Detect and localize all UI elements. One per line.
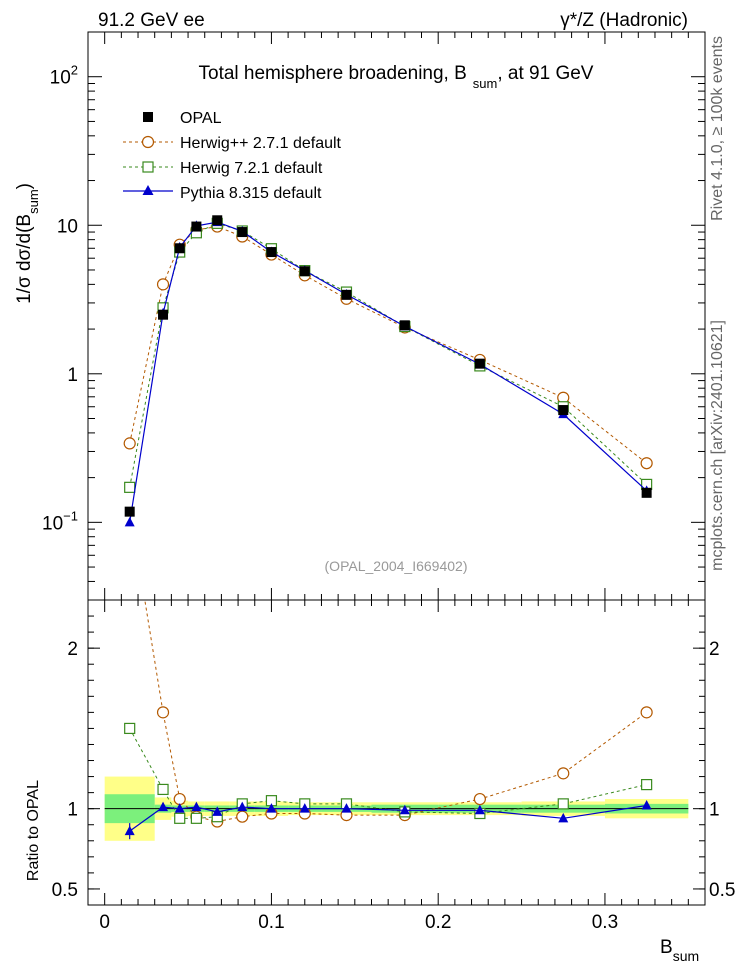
main-y-tick-exponent: 2 bbox=[71, 63, 78, 78]
main-point-herwig-2-7-1-default bbox=[123, 437, 136, 450]
main-y-tick-label: 10−1 bbox=[42, 508, 78, 534]
ratio-point-pythia-8-315-default bbox=[266, 803, 277, 813]
main-y-tick-base: 10 bbox=[50, 68, 71, 89]
legend-entry-herwigpp: Herwig++ 2.7.1 default bbox=[123, 135, 342, 152]
ratio-point-pythia-8-315-default bbox=[474, 804, 485, 815]
main-point-opal bbox=[124, 506, 135, 517]
main-point-opal bbox=[641, 487, 652, 498]
legend-entry-pythia: Pythia 8.315 default bbox=[123, 185, 322, 202]
legend-marker-herwigpp bbox=[141, 135, 155, 149]
main-point-opal bbox=[158, 309, 169, 320]
analysis-tag: (OPAL_2004_I669402) bbox=[325, 558, 468, 574]
ratio-y-tick-label-right: 0.5 bbox=[709, 880, 735, 901]
main-point-opal bbox=[237, 227, 248, 238]
ratio-point-pythia-8-315-default bbox=[558, 812, 569, 823]
ratio-point-herwig-7-2-1-default bbox=[157, 783, 169, 796]
main-point-herwig-7-2-1-default bbox=[124, 481, 136, 493]
x-tick-label: 0.3 bbox=[592, 912, 618, 933]
header-process-label: γ*/Z (Hadronic) bbox=[560, 10, 688, 31]
main-point-opal bbox=[558, 405, 569, 416]
main-y-tick-exponent: −1 bbox=[63, 508, 78, 523]
main-y-tick-label: 1 bbox=[67, 365, 78, 386]
header-energy-label: 91.2 GeV ee bbox=[98, 10, 205, 31]
ratio-point-pythia-8-315-default bbox=[174, 803, 185, 813]
main-line-pythia-8-315-default bbox=[129, 221, 648, 523]
ratio-point-herwig-7-2-1-default bbox=[557, 798, 569, 810]
legend-marker-opal bbox=[143, 112, 153, 122]
main-line-herwig-2-7-1-default bbox=[129, 226, 647, 464]
ratio-point-herwig-2-7-1-default bbox=[156, 706, 170, 719]
ratio-point-pythia-8-315-default bbox=[212, 806, 223, 816]
legend-marker-pythia bbox=[142, 185, 154, 195]
main-y-tick-label: 102 bbox=[50, 63, 78, 89]
ratio-point-herwig-7-2-1-default bbox=[190, 812, 202, 824]
ratio-point-pythia-8-315-default bbox=[158, 801, 169, 812]
main-point-opal bbox=[174, 243, 185, 254]
main-point-herwig-2-7-1-default bbox=[156, 278, 170, 291]
ratio-point-herwig-7-2-1-default bbox=[124, 722, 136, 735]
legend-label-pythia: Pythia 8.315 default bbox=[180, 185, 322, 202]
ratio-point-herwig-2-7-1-default bbox=[473, 792, 486, 806]
main-point-opal bbox=[299, 266, 310, 277]
ratio-point-pythia-8-315-default bbox=[341, 803, 352, 813]
legend: OPAL Herwig++ 2.7.1 default Herwig 7.2.1… bbox=[123, 110, 342, 202]
x-tick-label: 0.1 bbox=[258, 912, 284, 933]
ratio-point-pythia-8-315-default bbox=[124, 825, 135, 836]
legend-entry-herwig7: Herwig 7.2.1 default bbox=[123, 160, 323, 177]
main-y-axis-label: 1/σ dσ/d(Bsum) bbox=[14, 183, 41, 304]
legend-label-herwig7: Herwig 7.2.1 default bbox=[180, 160, 323, 177]
ratio-point-pythia-8-315-default bbox=[237, 801, 248, 812]
legend-label-opal: OPAL bbox=[180, 110, 222, 127]
ratio-plot-frame bbox=[87, 599, 706, 906]
main-y-tick-label: 10 bbox=[57, 216, 78, 237]
ratio-point-pythia-8-315-default bbox=[399, 804, 410, 815]
main-plot-panel bbox=[123, 215, 653, 527]
ratio-plot-panel bbox=[104, 600, 689, 841]
main-point-opal bbox=[474, 358, 485, 369]
ratio-point-pythia-8-315-default bbox=[641, 799, 652, 810]
ratio-point-herwig-2-7-1-default bbox=[236, 810, 249, 823]
ratio-y-tick-label-right: 2 bbox=[709, 639, 720, 660]
ratio-y-tick-label: 0.5 bbox=[52, 880, 78, 901]
main-line-herwig-7-2-1-default bbox=[129, 222, 647, 488]
main-point-herwig-2-7-1-default bbox=[640, 457, 653, 470]
ratio-point-pythia-8-315-default bbox=[299, 803, 310, 813]
ratio-point-herwig-2-7-1-default bbox=[557, 767, 570, 780]
main-point-opal bbox=[191, 221, 202, 232]
legend-label-herwigpp: Herwig++ 2.7.1 default bbox=[180, 135, 342, 152]
ratio-y-axis-label: Ratio to OPAL bbox=[25, 780, 42, 881]
main-point-opal bbox=[212, 215, 223, 226]
ratio-y-tick-label-right: 1 bbox=[709, 800, 720, 821]
ratio-point-herwig-7-2-1-default bbox=[174, 812, 186, 824]
ratio-point-herwig-7-2-1-default bbox=[641, 779, 653, 791]
ratio-y-tick-label: 2 bbox=[67, 639, 78, 660]
rivet-version-label: Rivet 4.1.0, ≥ 100k events bbox=[709, 36, 726, 221]
ratio-point-pythia-8-315-default bbox=[191, 801, 202, 812]
main-point-opal bbox=[266, 247, 277, 258]
ratio-point-herwig-2-7-1-default bbox=[173, 792, 186, 806]
x-axis-label: Bsum bbox=[660, 937, 699, 964]
main-y-tick-base: 10 bbox=[57, 216, 78, 237]
ratio-y-tick-label: 1 bbox=[67, 800, 78, 821]
legend-entry-opal: OPAL bbox=[143, 110, 222, 127]
x-tick-label: 0.2 bbox=[425, 912, 451, 933]
mcplots-url-label: mcplots.cern.ch [arXiv:2401.10621] bbox=[709, 320, 726, 571]
main-point-opal bbox=[341, 289, 352, 300]
main-point-pythia-8-315-default bbox=[124, 516, 135, 527]
legend-marker-herwig7 bbox=[142, 161, 154, 173]
x-tick-label: 0 bbox=[99, 912, 110, 933]
ratio-point-herwig-2-7-1-default bbox=[640, 706, 653, 719]
main-y-tick-base: 1 bbox=[67, 365, 78, 386]
main-y-tick-base: 10 bbox=[42, 513, 63, 534]
main-point-opal bbox=[399, 320, 410, 331]
